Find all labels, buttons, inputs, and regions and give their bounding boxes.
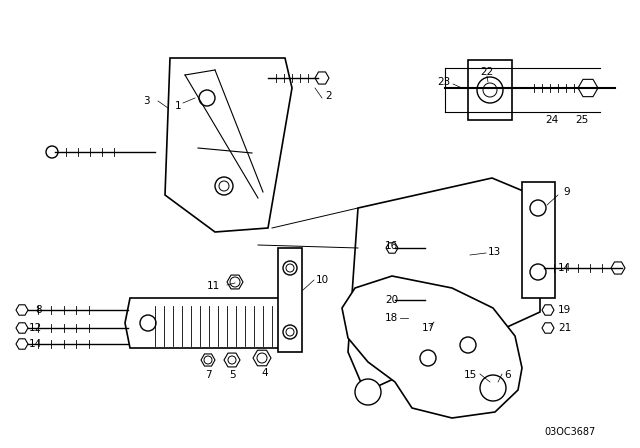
Circle shape <box>199 90 215 106</box>
Polygon shape <box>578 79 598 97</box>
Text: 7: 7 <box>205 370 211 380</box>
Polygon shape <box>468 60 512 120</box>
Polygon shape <box>278 248 302 352</box>
Circle shape <box>215 177 233 195</box>
Polygon shape <box>227 275 243 289</box>
Circle shape <box>483 83 497 97</box>
Polygon shape <box>165 58 292 232</box>
Circle shape <box>530 264 546 280</box>
Polygon shape <box>342 276 522 418</box>
Polygon shape <box>348 178 540 392</box>
Circle shape <box>286 264 294 272</box>
Circle shape <box>420 350 436 366</box>
Text: 15: 15 <box>464 370 477 380</box>
Text: 1: 1 <box>175 101 182 111</box>
Circle shape <box>257 353 267 363</box>
Circle shape <box>228 356 236 364</box>
Circle shape <box>140 315 156 331</box>
Polygon shape <box>542 323 554 333</box>
Text: 10: 10 <box>316 275 329 285</box>
Circle shape <box>460 337 476 353</box>
Text: 5: 5 <box>228 370 236 380</box>
Polygon shape <box>224 353 240 367</box>
Circle shape <box>204 356 212 364</box>
Circle shape <box>230 277 240 287</box>
Circle shape <box>286 328 294 336</box>
Circle shape <box>428 316 436 324</box>
Text: 11: 11 <box>207 281 220 291</box>
Circle shape <box>280 312 296 328</box>
Polygon shape <box>542 305 554 315</box>
Text: 19: 19 <box>558 305 572 315</box>
Text: 23: 23 <box>436 77 450 87</box>
Circle shape <box>530 200 546 216</box>
Polygon shape <box>16 323 28 333</box>
Text: 14: 14 <box>558 263 572 273</box>
Polygon shape <box>16 305 28 315</box>
Text: 16: 16 <box>385 241 398 251</box>
Polygon shape <box>315 72 329 84</box>
Circle shape <box>425 313 439 327</box>
Circle shape <box>283 261 297 275</box>
Text: 24: 24 <box>545 115 559 125</box>
Text: 3: 3 <box>143 96 150 106</box>
Circle shape <box>477 77 503 103</box>
Text: 14: 14 <box>29 339 42 349</box>
Text: 13: 13 <box>488 247 501 257</box>
Text: 18: 18 <box>385 313 398 323</box>
Polygon shape <box>201 354 215 366</box>
Polygon shape <box>522 182 555 298</box>
Text: 25: 25 <box>575 115 589 125</box>
Circle shape <box>219 181 229 191</box>
Text: 6: 6 <box>504 370 511 380</box>
Polygon shape <box>16 339 28 349</box>
Circle shape <box>284 316 292 324</box>
Text: 4: 4 <box>262 368 268 378</box>
Text: 20: 20 <box>385 295 398 305</box>
Text: 21: 21 <box>558 323 572 333</box>
Text: 9: 9 <box>563 187 570 197</box>
Polygon shape <box>611 262 625 274</box>
Circle shape <box>355 379 381 405</box>
Polygon shape <box>253 350 271 366</box>
Text: 17: 17 <box>422 323 435 333</box>
Polygon shape <box>125 298 297 348</box>
Polygon shape <box>386 243 398 253</box>
Text: 8: 8 <box>35 305 42 315</box>
Text: 03OC3687: 03OC3687 <box>545 427 596 437</box>
Text: 22: 22 <box>481 67 493 77</box>
Circle shape <box>283 325 297 339</box>
Polygon shape <box>386 295 398 305</box>
Text: 12: 12 <box>29 323 42 333</box>
Circle shape <box>406 312 418 324</box>
Circle shape <box>480 375 506 401</box>
Text: 2: 2 <box>325 91 332 101</box>
Circle shape <box>46 146 58 158</box>
